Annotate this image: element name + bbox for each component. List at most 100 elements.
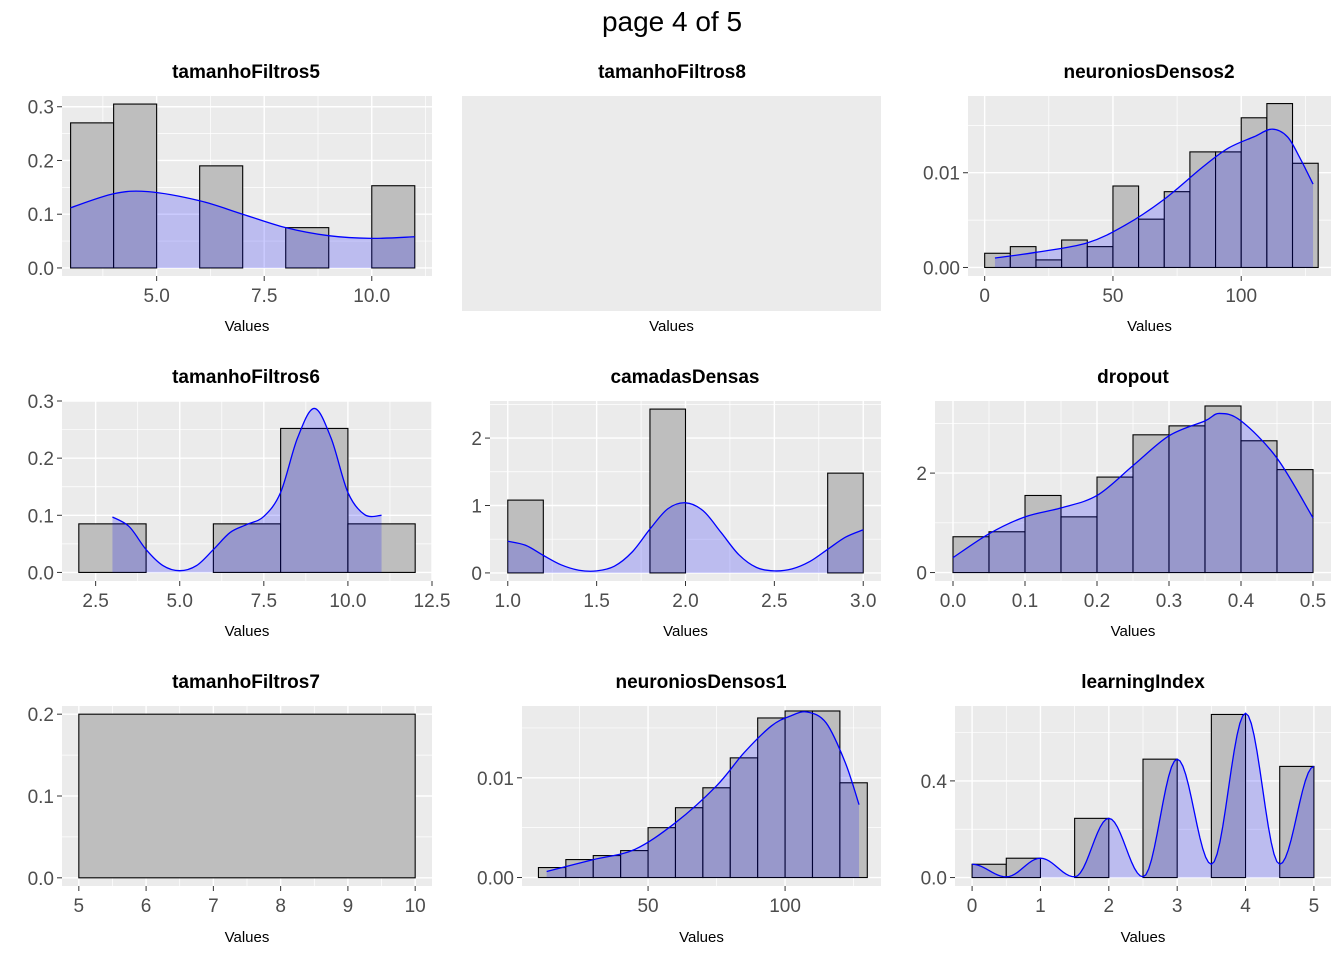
facet-panel: learningIndex Values 0 1 2 3 4 5 0.0 0.4: [921, 672, 1331, 946]
y-tick-label: 1: [471, 496, 482, 517]
density-area: [70, 191, 415, 268]
density-curve: [112, 407, 382, 572]
x-tick-label: 0.1: [1012, 591, 1038, 612]
histogram-bar: [1240, 117, 1268, 269]
y-tick-label: 2: [916, 464, 927, 485]
histogram-bar: [1240, 440, 1278, 574]
y-tick-label: 0.2: [28, 449, 54, 470]
histogram-bar: [1142, 758, 1178, 879]
x-tick-label: 0: [967, 896, 978, 917]
histogram-bar: [1210, 713, 1247, 879]
x-tick-label: 5: [74, 896, 85, 917]
y-tick-label: 0.00: [477, 869, 514, 890]
x-tick-label: 10.0: [329, 591, 366, 612]
x-axis-label: Values: [1127, 318, 1172, 335]
x-tick-label: 12.5: [414, 591, 451, 612]
page-title: page 4 of 5: [601, 6, 743, 37]
histogram-bar: [988, 531, 1026, 574]
facet-title: learningIndex: [1081, 672, 1205, 693]
x-tick-label: 50: [637, 896, 658, 917]
histogram-bar: [1096, 476, 1134, 574]
density-curve: [994, 128, 1314, 259]
facet-panel: camadasDensas Values 1.0 1.5 2.0 2.5 3.0 0 1 2: [471, 367, 881, 640]
y-tick-label: 0.0: [28, 869, 54, 890]
y-tick-label: 0.3: [28, 392, 54, 413]
facet-panel: tamanhoFiltros6 Values 2.5 5.0 7.5 10.0 12.5 0.…: [28, 367, 451, 640]
x-tick-label: 0.2: [1084, 591, 1110, 612]
x-tick-label: 6: [141, 896, 152, 917]
y-tick-label: 0.0: [921, 869, 947, 890]
facet-panel: neuroniosDensos1 Values 50 100 0.00 0.01: [477, 672, 881, 946]
histogram-bar: [1291, 162, 1319, 269]
facet-panel: tamanhoFiltros8 Values: [462, 62, 881, 335]
histogram-bar: [78, 713, 416, 879]
x-tick-label: 1.5: [583, 591, 609, 612]
x-axis-label: Values: [225, 318, 270, 335]
histogram-bar: [784, 710, 814, 879]
x-tick-label: 10: [405, 896, 426, 917]
histogram-bar: [827, 472, 864, 574]
x-tick-label: 7.5: [251, 591, 277, 612]
histogram-bar: [347, 523, 416, 573]
x-tick-label: 2.0: [672, 591, 698, 612]
facet-panel: tamanhoFiltros7 Values 5 6 7 8 9 10 0.0 0.1 0.2: [28, 672, 432, 946]
y-tick-label: 0.2: [28, 705, 54, 726]
histogram-bar: [78, 523, 147, 573]
x-tick-label: 1.0: [495, 591, 521, 612]
x-tick-label: 3.0: [850, 591, 876, 612]
y-tick-label: 0.3: [28, 98, 54, 119]
x-tick-label: 3: [1172, 896, 1183, 917]
x-tick-label: 0.0: [940, 591, 966, 612]
y-tick-label: 0.00: [923, 258, 960, 279]
y-tick-label: 0.0: [28, 259, 54, 280]
x-tick-label: 7.5: [251, 286, 277, 307]
density-curve: [507, 502, 864, 572]
y-tick-label: 0.4: [921, 772, 948, 793]
x-tick-label: 5.0: [143, 286, 169, 307]
density-area: [507, 502, 864, 573]
histogram-bar: [1060, 516, 1098, 574]
x-tick-label: 8: [275, 896, 286, 917]
density-curve: [546, 711, 860, 873]
density-curve: [972, 712, 1315, 878]
x-tick-label: 7: [208, 896, 219, 917]
y-tick-label: 0.01: [923, 164, 960, 185]
x-tick-label: 1: [1035, 896, 1046, 917]
x-axis-label: Values: [225, 623, 270, 640]
panel-background: [462, 96, 881, 311]
facet-title: tamanhoFiltros8: [598, 62, 746, 83]
x-tick-label: 100: [769, 896, 801, 917]
histogram-bar: [839, 782, 868, 879]
x-tick-label: 0.5: [1300, 591, 1326, 612]
x-tick-label: 2.5: [761, 591, 787, 612]
x-tick-label: 0.3: [1156, 591, 1182, 612]
x-axis-label: Values: [663, 623, 708, 640]
histogram-bar: [280, 427, 349, 573]
x-tick-label: 0: [979, 286, 990, 307]
y-tick-label: 2: [471, 429, 482, 450]
x-tick-label: 10.0: [353, 286, 390, 307]
histogram-bar: [1215, 151, 1242, 269]
histogram-bar: [1009, 246, 1037, 269]
facet-panel: neuroniosDensos2 Values 0 50 100 0.00 0.01: [923, 62, 1331, 335]
y-tick-label: 0.1: [28, 205, 54, 226]
facet-title: tamanhoFiltros7: [172, 672, 320, 693]
histogram-bar: [729, 757, 759, 879]
x-axis-label: Values: [225, 929, 270, 946]
x-tick-label: 100: [1225, 286, 1257, 307]
y-tick-label: 0: [471, 564, 482, 585]
density-area: [994, 129, 1314, 268]
density-area: [972, 713, 1314, 878]
density-area: [112, 408, 382, 573]
x-tick-label: 5: [1309, 896, 1320, 917]
density-area: [546, 711, 860, 878]
x-axis-label: Values: [649, 318, 694, 335]
x-tick-label: 2: [1104, 896, 1115, 917]
y-tick-label: 0.0: [28, 563, 54, 584]
x-tick-label: 2.5: [82, 591, 108, 612]
y-tick-label: 0.1: [28, 787, 54, 808]
density-area: [953, 413, 1313, 573]
histogram-bar: [649, 408, 687, 574]
x-tick-label: 0.4: [1228, 591, 1255, 612]
histogram-bar: [507, 499, 544, 574]
